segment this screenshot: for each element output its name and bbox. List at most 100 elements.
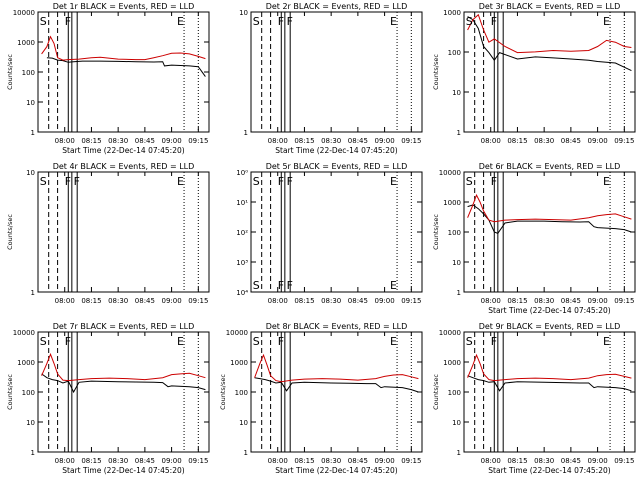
x-tick-label: 08:00 bbox=[55, 137, 75, 145]
marker-letter-e: E bbox=[390, 335, 397, 348]
plot-frame bbox=[250, 11, 423, 133]
x-tick-label: 09:15 bbox=[614, 457, 634, 465]
marker-letter-s: S bbox=[40, 15, 47, 28]
x-tick-label: 08:00 bbox=[55, 297, 75, 305]
marker-letter-s: S bbox=[40, 175, 47, 188]
y-tick-label: 1 bbox=[31, 289, 35, 297]
x-axis-label: Start Time (22-Dec-14 07:45:20) bbox=[275, 146, 397, 155]
x-tick-label: 09:15 bbox=[401, 137, 421, 145]
y-tick-label: 10 bbox=[452, 89, 461, 97]
marker-letter-f: F bbox=[287, 279, 293, 292]
panel-title: Det 6r BLACK = Events, RED = LLD bbox=[479, 162, 621, 171]
x-tick-label: 08:30 bbox=[534, 457, 554, 465]
y-tick-label: 10000 bbox=[13, 329, 35, 337]
marker-letter-f: F bbox=[65, 335, 71, 348]
y-tick-label: 100 bbox=[448, 229, 461, 237]
marker-letter-f: F bbox=[491, 335, 497, 348]
series-events bbox=[467, 16, 632, 72]
series-lld bbox=[41, 352, 206, 382]
x-tick-label: 08:15 bbox=[507, 457, 527, 465]
x-tick-label: 08:45 bbox=[348, 457, 368, 465]
x-axis-label: Start Time (22-Dec-14 07:45:20) bbox=[488, 306, 610, 315]
x-tick-label: 09:00 bbox=[375, 297, 395, 305]
panel-det-8: Det 8r BLACK = Events, RED = LLD 1 10 100 10… bbox=[219, 322, 423, 475]
y-axis-label: Counts/sec bbox=[6, 214, 14, 250]
x-tick-label: 08:00 bbox=[268, 457, 288, 465]
x-axis-label: Start Time (22-Dec-14 07:45:20) bbox=[62, 466, 184, 475]
marker-letter-f: F bbox=[287, 175, 293, 188]
y-tick-label: 10 bbox=[26, 419, 35, 427]
y-tick-label: 1 bbox=[31, 129, 35, 137]
x-tick-label: 09:15 bbox=[188, 457, 208, 465]
marker-letter-s: S bbox=[253, 175, 260, 188]
y-tick-label: 100 bbox=[235, 389, 248, 397]
x-tick-label: 08:15 bbox=[294, 457, 314, 465]
x-tick-label: 08:00 bbox=[268, 137, 288, 145]
panel-det-6: Det 6r BLACK = Events, RED = LLD 1 10 100 10… bbox=[432, 162, 636, 315]
marker-letter-e: E bbox=[603, 15, 610, 28]
y-tick-label: 1 bbox=[457, 289, 461, 297]
panel-det-9: Det 9r BLACK = Events, RED = LLD 1 10 100 10… bbox=[432, 322, 636, 475]
y-axis-label: Counts/sec bbox=[6, 374, 14, 410]
series-lld bbox=[467, 13, 632, 54]
x-tick-label: 08:45 bbox=[135, 297, 155, 305]
y-tick-label: 100 bbox=[448, 389, 461, 397]
y-tick-label: 1000 bbox=[17, 39, 35, 47]
plot-frame bbox=[250, 331, 423, 453]
y-tick-label: 1 bbox=[244, 129, 248, 137]
x-tick-label: 08:30 bbox=[108, 137, 128, 145]
panel-title: Det 9r BLACK = Events, RED = LLD bbox=[479, 322, 621, 331]
y-tick-label: 10 bbox=[26, 99, 35, 107]
x-tick-label: 08:15 bbox=[81, 137, 101, 145]
x-axis-label: Start Time (22-Dec-14 07:45:20) bbox=[275, 466, 397, 475]
y-axis-label: Counts/sec bbox=[6, 54, 14, 90]
panel-det-1: Det 1r BLACK = Events, RED = LLD 1 10 100 10… bbox=[6, 2, 210, 155]
panel-title: Det 3r BLACK = Events, RED = LLD bbox=[479, 2, 621, 11]
x-tick-label: 08:45 bbox=[561, 137, 581, 145]
x-tick-label: 08:15 bbox=[81, 297, 101, 305]
x-tick-label: 09:00 bbox=[375, 457, 395, 465]
marker-letter-s: S bbox=[466, 335, 473, 348]
series-lld bbox=[254, 353, 419, 383]
marker-letter-f: F bbox=[491, 15, 497, 28]
x-tick-label: 08:00 bbox=[481, 297, 501, 305]
x-tick-label: 08:15 bbox=[81, 457, 101, 465]
y-tick-label: 1000 bbox=[17, 359, 35, 367]
x-tick-label: 08:45 bbox=[561, 297, 581, 305]
y-tick-label: 10000 bbox=[226, 329, 248, 337]
y-axis-label: Counts/sec bbox=[432, 374, 440, 410]
panel-title: Det 4r BLACK = Events, RED = LLD bbox=[53, 162, 195, 171]
x-tick-label: 09:15 bbox=[401, 297, 421, 305]
marker-letter-s: S bbox=[40, 335, 47, 348]
marker-letter-f: F bbox=[278, 279, 284, 292]
panel-det-3: Det 3r BLACK = Events, RED = LLD 1 10 100 10… bbox=[432, 2, 636, 145]
series-events bbox=[467, 375, 632, 392]
x-tick-label: 09:00 bbox=[588, 457, 608, 465]
x-tick-label: 08:30 bbox=[321, 457, 341, 465]
marker-letter-e: E bbox=[177, 335, 184, 348]
y-tick-label: 1 bbox=[31, 449, 35, 457]
x-tick-label: 09:15 bbox=[401, 457, 421, 465]
plot-frame bbox=[463, 331, 636, 453]
marker-letter-f: F bbox=[278, 335, 284, 348]
marker-letter-f: F bbox=[65, 15, 71, 28]
x-tick-label: 08:30 bbox=[108, 297, 128, 305]
series-events bbox=[254, 377, 419, 393]
y-axis-label: Counts/sec bbox=[432, 214, 440, 250]
plot-frame bbox=[463, 11, 636, 133]
y-tick-label: 10 bbox=[239, 419, 248, 427]
marker-letter-s: S bbox=[466, 175, 473, 188]
y-tick-label: 1000 bbox=[230, 359, 248, 367]
plot-frame bbox=[463, 171, 636, 293]
panel-title: Det 7r BLACK = Events, RED = LLD bbox=[53, 322, 195, 331]
y-tick-label: 10⁰ bbox=[236, 169, 248, 177]
x-tick-label: 08:30 bbox=[534, 137, 554, 145]
y-tick-label: 10¹ bbox=[236, 199, 248, 207]
y-tick-label: 1 bbox=[457, 449, 461, 457]
y-tick-label: 100 bbox=[22, 389, 35, 397]
x-tick-label: 08:30 bbox=[534, 297, 554, 305]
y-tick-label: 10 bbox=[452, 419, 461, 427]
marker-letter-e: E bbox=[177, 15, 184, 28]
series-events bbox=[41, 373, 206, 394]
